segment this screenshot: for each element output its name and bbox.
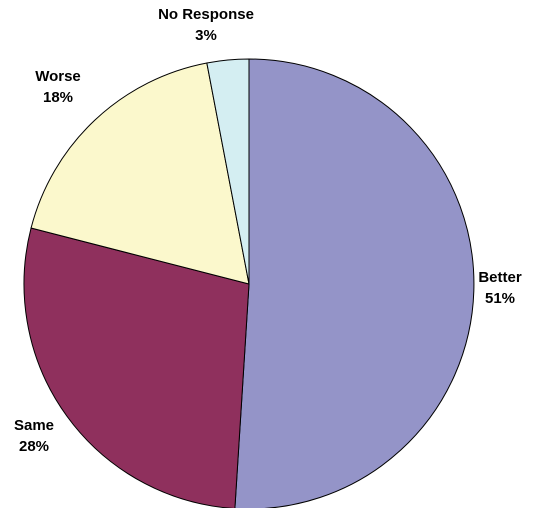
slices-layer: [23, 58, 475, 508]
slice-percent-no-response: 3%: [195, 27, 217, 44]
pie-slice-same: [23, 227, 250, 508]
slice-name-same: Same: [14, 417, 54, 434]
pie-slice-better: [234, 58, 475, 508]
slice-percent-same: 28%: [19, 438, 49, 455]
pie-slice-worse: [30, 62, 250, 285]
slice-name-worse: Worse: [35, 68, 81, 85]
slice-label-same: Same 28%: [14, 417, 54, 455]
slice-percent-better: 51%: [485, 290, 515, 307]
slice-label-better: Better 51%: [478, 269, 522, 307]
labels-layer: Better 51% Same 28% Worse 18% No Response 3%: [14, 6, 522, 455]
slice-label-worse: Worse 18%: [35, 68, 81, 106]
slice-label-no-response: No Response 3%: [158, 6, 254, 44]
slice-name-better: Better: [478, 269, 522, 286]
slice-percent-worse: 18%: [43, 89, 73, 106]
slice-name-no-response: No Response: [158, 6, 254, 23]
pie-slice-no-response: [206, 58, 250, 285]
